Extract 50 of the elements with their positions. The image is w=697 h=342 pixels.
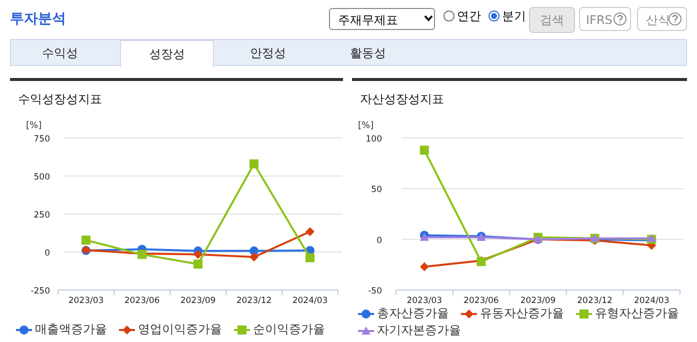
- y-tick-label: 0: [44, 248, 50, 258]
- point: [250, 159, 258, 168]
- x-tick-label: 2023/03: [406, 296, 442, 306]
- text: 검색: [529, 7, 575, 33]
- text: 안정성: [249, 45, 287, 62]
- point: [194, 260, 202, 269]
- text: 산식: [637, 7, 687, 31]
- legend-label: 유형자산증가율: [595, 305, 679, 322]
- legend-label: 매출액증가율: [35, 321, 107, 338]
- y-tick-label: 100: [366, 134, 382, 144]
- y-tick-label: 0: [376, 236, 382, 246]
- point: [194, 250, 202, 259]
- x-tick-label: 2023/12: [577, 296, 612, 306]
- y-tick-label: 50: [371, 185, 382, 196]
- text: 투자분석: [10, 10, 66, 28]
- y-axis-title: [%]: [358, 121, 374, 131]
- text: 활동성: [349, 45, 387, 62]
- y-tick-label: 500: [34, 172, 50, 182]
- text: 분기: [502, 8, 526, 25]
- point: [306, 253, 314, 262]
- x-tick-label: 2024/03: [634, 296, 670, 306]
- y-axis-title: [%]: [26, 121, 42, 131]
- text: 성장성: [120, 40, 214, 67]
- legend-label: 순이익증가율: [253, 321, 325, 338]
- x-tick-label: 2023/09: [180, 296, 216, 306]
- point: [420, 146, 429, 155]
- legend-label: 자기자본증가율: [377, 322, 461, 339]
- text: 수익성: [41, 45, 79, 62]
- point: [250, 252, 258, 262]
- legend-label: 총자산증가율: [377, 305, 449, 322]
- point: [420, 262, 429, 272]
- x-tick-label: 2023/03: [68, 296, 104, 306]
- text: 주재무제표: [329, 8, 435, 30]
- legend-label: 영업이익증가율: [138, 321, 222, 338]
- x-tick-label: 2023/12: [236, 296, 272, 306]
- legend-label: 유동자산증가율: [480, 305, 564, 322]
- x-tick-label: 2023/06: [124, 296, 160, 306]
- chart-title: 자산성장성지표: [360, 91, 444, 108]
- x-tick-label: 2024/03: [292, 296, 328, 306]
- y-tick-label: -250: [30, 286, 50, 296]
- text: IFRS: [579, 7, 631, 31]
- x-tick-label: 2023/06: [464, 296, 499, 306]
- point: [82, 236, 90, 245]
- y-tick-label: 250: [34, 210, 50, 220]
- x-tick-label: 2023/09: [520, 296, 556, 306]
- text: 연간: [457, 8, 481, 25]
- y-tick-label: -50: [368, 286, 382, 296]
- point: [306, 227, 314, 236]
- chart-title: 수익성장성지표: [18, 91, 102, 108]
- y-tick-label: 750: [34, 134, 50, 144]
